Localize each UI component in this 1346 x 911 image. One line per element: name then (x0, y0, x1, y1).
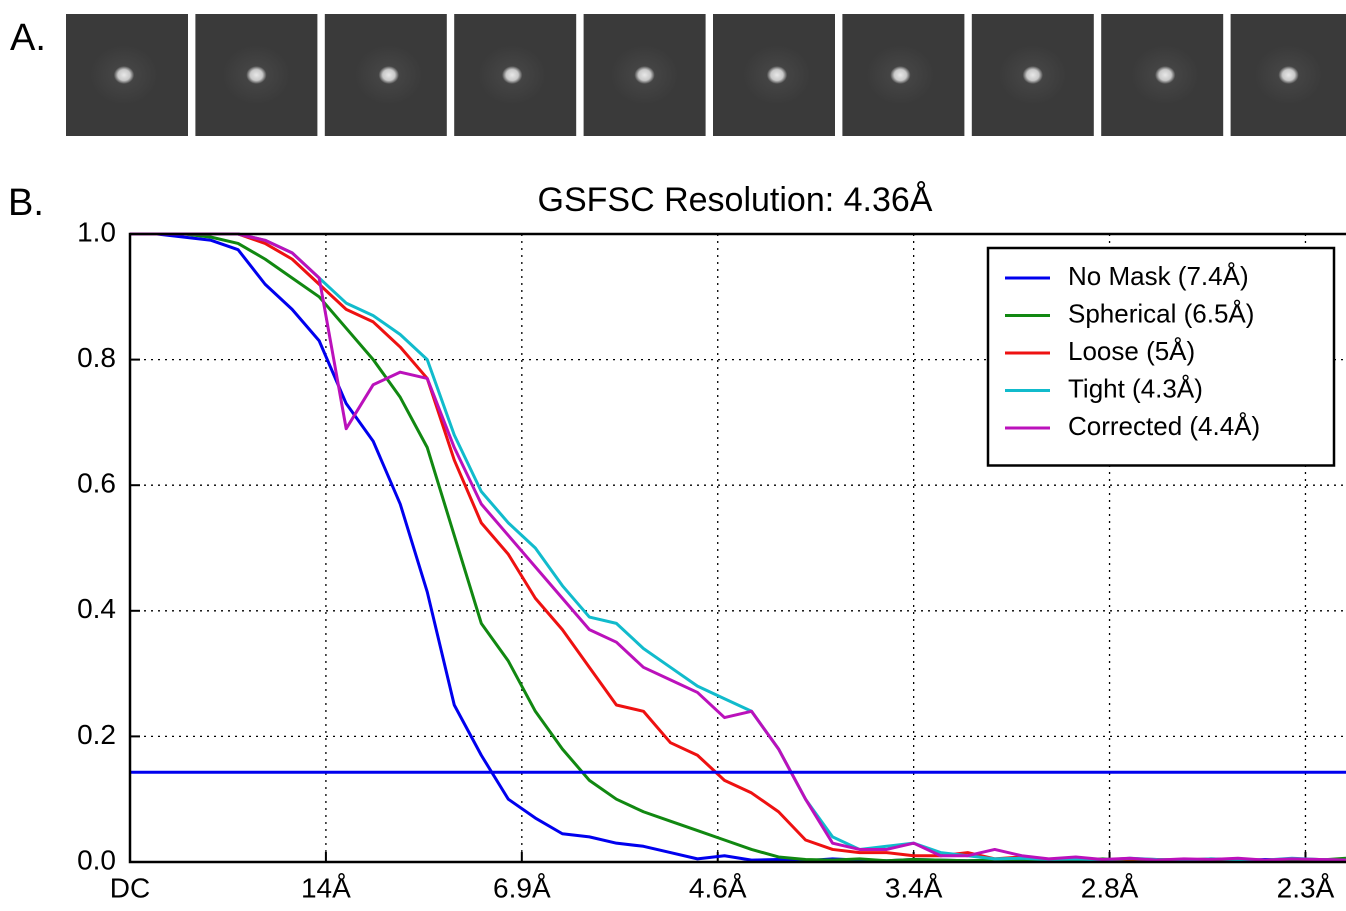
particle (90, 45, 158, 105)
particle (866, 45, 935, 105)
particle (478, 45, 547, 105)
legend-label: Corrected (4.4Å) (1068, 411, 1260, 441)
particle (743, 45, 811, 105)
particle (998, 45, 1067, 105)
legend-label: Spherical (6.5Å) (1068, 298, 1254, 328)
chart-title: GSFSC Resolution: 4.36Å (538, 181, 933, 219)
y-tick-label: 0.4 (77, 593, 116, 624)
particle (1254, 45, 1323, 105)
panel-label: A. (10, 17, 46, 59)
class-averages (66, 14, 1346, 136)
x-tick-label: 2.3Å (1277, 872, 1335, 903)
y-tick-label: 0.0 (77, 844, 116, 875)
particle (610, 45, 679, 105)
particle (222, 45, 291, 105)
legend-label: Loose (5Å) (1068, 336, 1195, 366)
x-tick-label: 2.8Å (1081, 872, 1139, 903)
x-tick-label: 14Å (301, 872, 351, 903)
x-tick-label: DC (110, 872, 150, 903)
y-tick-label: 0.2 (77, 719, 116, 750)
legend-label: No Mask (7.4Å) (1068, 261, 1249, 291)
panel-label: B. (8, 182, 44, 224)
x-tick-label: 3.4Å (885, 872, 943, 903)
particle (354, 45, 423, 105)
legend-label: Tight (4.3Å) (1068, 373, 1203, 403)
axes-frame (128, 232, 1346, 864)
fsc-curve (130, 232, 1346, 862)
y-tick-label: 1.0 (77, 216, 116, 247)
x-tick-label: 6.9Å (493, 872, 551, 903)
y-tick-label: 0.6 (77, 468, 116, 499)
particle (1131, 45, 1200, 105)
y-tick-label: 0.8 (77, 342, 116, 373)
x-tick-label: 4.6Å (689, 872, 747, 903)
